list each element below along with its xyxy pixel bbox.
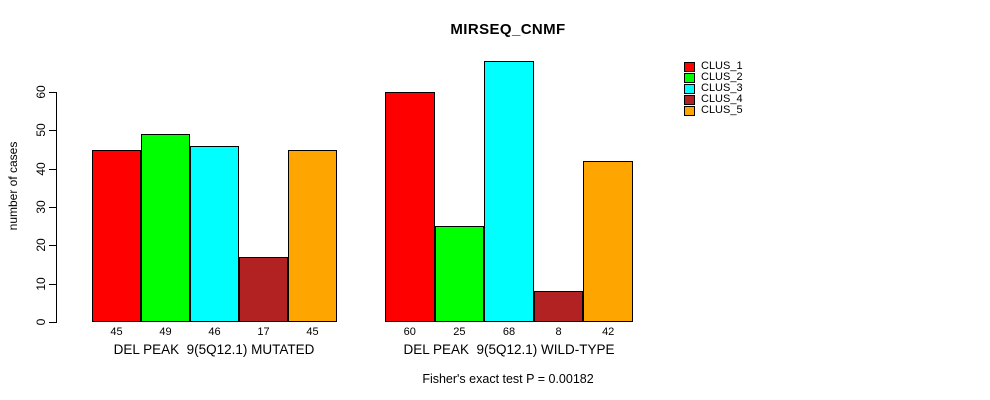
group-label-mutated: DEL PEAK 9(5Q12.1) MUTATED [113,342,315,357]
bar-value-label: 25 [453,326,466,338]
y-tick [49,92,56,93]
legend-swatch-clus_4 [684,94,695,105]
legend-swatch-clus_5 [684,105,695,116]
bar-value-label: 17 [257,326,270,338]
legend-swatch-clus_1 [684,61,695,72]
legend-item-clus_1: CLUS_1 [684,61,743,72]
y-axis-label: number of cases [6,141,20,231]
bar-clus_3-group2 [484,61,534,322]
bar-clus_5-group2 [583,161,633,322]
y-tick-label: 10 [34,277,48,291]
bar-value-label: 49 [159,326,172,338]
fisher-test-annotation: Fisher's exact test P = 0.00182 [422,372,594,386]
bar-value-label: 42 [602,326,615,338]
y-tick-label: 0 [34,318,48,326]
bar-clus_4-group1 [239,256,288,322]
y-tick-label: 50 [34,123,48,137]
bar-clus_3-group1 [190,145,239,322]
legend-swatch-clus_3 [684,83,695,94]
y-tick [49,130,56,131]
bar-value-label: 45 [306,326,319,338]
legend-label: CLUS_1 [701,60,743,72]
bar-value-label: 46 [208,326,221,338]
y-tick [49,207,56,208]
group-label-wild-type: DEL PEAK 9(5Q12.1) WILD-TYPE [403,342,615,357]
legend-swatch-clus_2 [684,72,695,83]
bar-clus_2-group2 [434,226,485,322]
bar-clus_1-group2 [385,92,435,322]
y-tick-label: 40 [34,162,48,176]
bar-value-label: 60 [403,326,416,338]
legend-item-clus_5: CLUS_5 [684,105,743,116]
y-axis-line [56,92,57,323]
bar-clus_2-group1 [141,134,190,322]
legend-item-clus_3: CLUS_3 [684,83,743,94]
legend-label: CLUS_3 [701,82,743,94]
chart-title: MIRSEQ_CNMF [450,21,566,38]
bar-clus_1-group1 [92,149,141,322]
legend: CLUS_1 CLUS_2 CLUS_3 CLUS_4 CLUS_5 [684,61,743,116]
y-tick [49,322,56,323]
y-tick [49,284,56,285]
bar-value-label: 45 [110,326,123,338]
legend-item-clus_2: CLUS_2 [684,72,743,83]
bar-value-label: 8 [555,326,562,338]
y-tick-label: 20 [34,238,48,252]
bar-value-label: 68 [502,326,516,338]
bar-clus_4-group2 [533,291,584,322]
legend-label: CLUS_2 [701,71,743,83]
legend-label: CLUS_5 [701,104,743,116]
y-tick [49,245,56,246]
bar-clus_5-group1 [288,149,337,322]
legend-label: CLUS_4 [701,93,743,105]
y-tick-label: 60 [34,85,48,99]
y-tick [49,169,56,170]
legend-item-clus_4: CLUS_4 [684,94,743,105]
y-tick-label: 30 [34,200,48,214]
